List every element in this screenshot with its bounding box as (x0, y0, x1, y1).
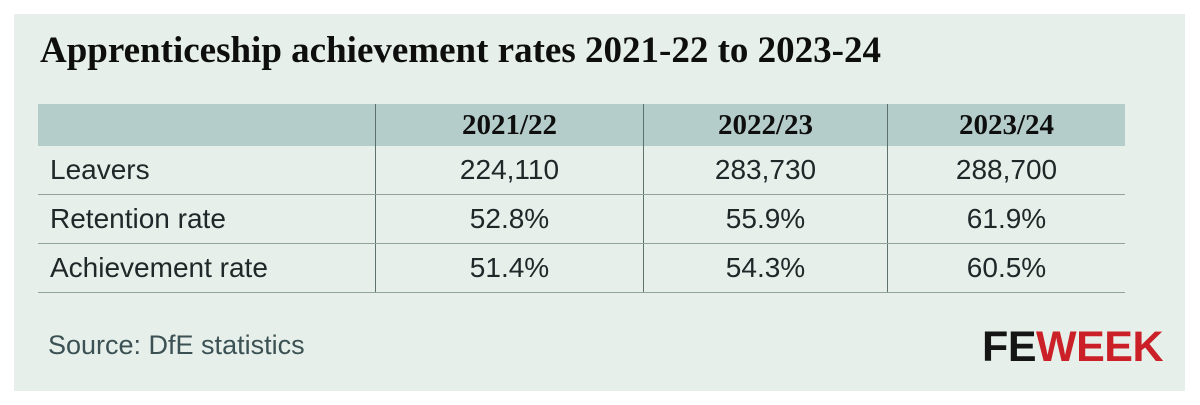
figure-title: Apprenticeship achievement rates 2021-22… (40, 30, 881, 71)
cell-value: 52.8% (375, 195, 643, 243)
cell-value: 224,110 (375, 146, 643, 194)
feweek-logo-week: WEEK (1036, 323, 1164, 371)
header-cell-year-3: 2023/24 (887, 104, 1125, 146)
cell-value: 61.9% (887, 195, 1125, 243)
table-row-achievement-rate: Achievement rate 51.4% 54.3% 60.5% (38, 244, 1125, 293)
row-label: Retention rate (50, 203, 226, 234)
cell-value: 54.3% (643, 244, 887, 292)
table-header-row: 2021/22 2022/23 2023/24 (38, 104, 1125, 146)
cell-value: 283,730 (643, 146, 887, 194)
header-cell-blank (38, 104, 375, 146)
header-cell-year-1: 2021/22 (375, 104, 643, 146)
row-label: Achievement rate (50, 252, 268, 283)
cell-value: 51.4% (375, 244, 643, 292)
table-row-retention-rate: Retention rate 52.8% 55.9% 61.9% (38, 195, 1125, 244)
cell-value: 60.5% (887, 244, 1125, 292)
cell-value: 288,700 (887, 146, 1125, 194)
row-label: Leavers (50, 154, 150, 185)
cell-value: 55.9% (643, 195, 887, 243)
feweek-logo-fe: FE (982, 323, 1036, 371)
header-cell-year-2: 2022/23 (643, 104, 887, 146)
source-note: Source: DfE statistics (48, 330, 305, 360)
figure-card: Apprenticeship achievement rates 2021-22… (14, 14, 1185, 391)
table-row-leavers: Leavers 224,110 283,730 288,700 (38, 146, 1125, 195)
feweek-logo: FEWEEK (982, 323, 1163, 372)
data-table: 2021/22 2022/23 2023/24 Leavers 224,110 … (38, 104, 1125, 293)
